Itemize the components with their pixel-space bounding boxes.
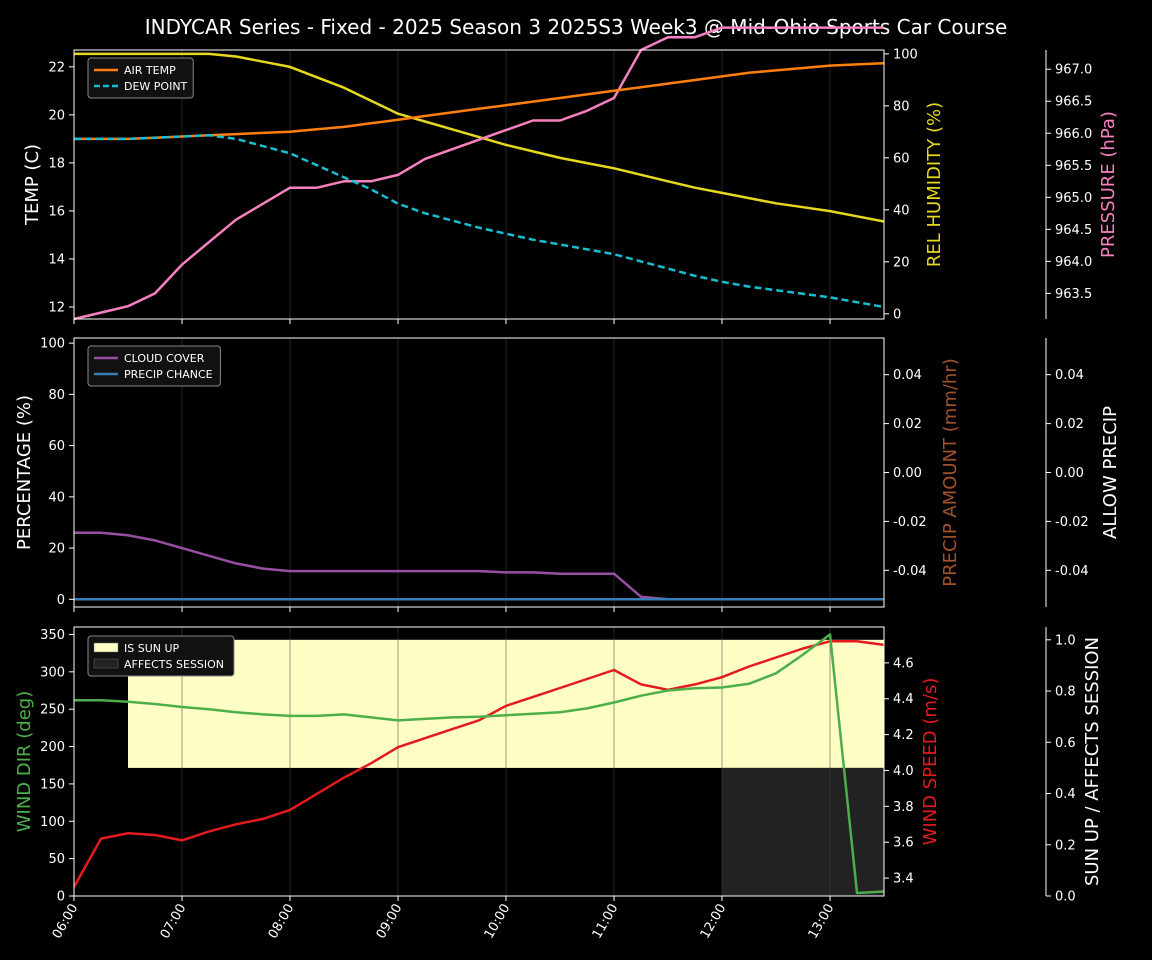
wind-panel-right-tick-label: 4.0: [893, 764, 914, 779]
temp-panel-far-tick-label: 964.0: [1055, 255, 1092, 270]
temp-panel-legend-label: DEW POINT: [124, 80, 188, 93]
precip-panel-left-tick-label: 0: [57, 593, 65, 608]
temp-panel-right-tick-label: 80: [893, 99, 910, 114]
wind-panel-frame: [73, 626, 885, 897]
temp-panel-right-tick-label: 0: [893, 307, 901, 322]
temp-panel-far-tick-label: 967.0: [1055, 63, 1092, 78]
temp-panel-far-tick-label: 965.0: [1055, 191, 1092, 206]
wind-panel-right-tick-label: 3.6: [893, 836, 914, 851]
temp-panel-left-tick-label: 22: [48, 60, 65, 75]
series-rel-humidity: [74, 52, 885, 223]
temp-panel-left-tick-label: 14: [48, 252, 65, 267]
temp-panel-far-tick-label: 963.5: [1055, 287, 1092, 302]
precip-panel-right-tick-label: -0.02: [893, 515, 927, 530]
wind-panel-left-tick-label: 250: [40, 703, 65, 718]
wind-panel-left-tick-label: 50: [48, 852, 65, 867]
temp-panel-left-tick-label: 18: [48, 156, 65, 171]
precip-panel-legend-label: PRECIP CHANCE: [124, 368, 213, 381]
precip-panel-far-tick-label: -0.02: [1055, 515, 1089, 530]
wind-panel-left-tick-label: 0: [57, 890, 65, 905]
temp-axis-label: TEMP (C): [22, 144, 43, 226]
wind-panel-left-tick-label: 100: [40, 815, 65, 830]
wind-panel-right-tick-label: 4.6: [893, 656, 914, 671]
series-pressure: [73, 26, 884, 321]
temp-panel-legend-box: [87, 57, 194, 99]
series-wind-speed: [72, 640, 885, 888]
temp-panel-right-tick-label: 40: [893, 203, 910, 218]
wind-panel-legend-swatch: [93, 658, 119, 669]
wind-panel-right-tick-label: 3.4: [893, 872, 914, 887]
series-dew-point: [74, 134, 885, 309]
temp-panel-far-tick-label: 966.0: [1055, 127, 1092, 142]
temp-panel-far-tick-label: 965.5: [1055, 159, 1092, 174]
precip-panel-right-tick-label: 0.04: [893, 368, 922, 383]
precip-panel-far-tick-label: 0.02: [1055, 417, 1084, 432]
wind-panel-far-tick-label: 0.8: [1055, 685, 1076, 700]
precip-panel-left-tick-label: 100: [40, 337, 65, 352]
temp-panel-left-tick-label: 12: [48, 300, 65, 315]
precip-panel-right-tick-label: 0.00: [893, 466, 922, 481]
wind-panel-legend-box: [87, 635, 235, 677]
wind-speed-axis-label: WIND SPEED (m/s): [920, 678, 941, 846]
precip-panel-legend-label: CLOUD COVER: [124, 352, 205, 365]
pressure-axis-label: PRESSURE (hPa): [1098, 111, 1119, 258]
temp-panel-left-tick-label: 16: [48, 204, 65, 219]
sun-affects-axis-label: SUN UP / AFFECTS SESSION: [1082, 637, 1103, 886]
wind-panel-far-tick-label: 0.0: [1055, 890, 1076, 905]
precip-panel-far-tick-label: 0.00: [1055, 466, 1084, 481]
temp-panel-right-tick-label: 20: [893, 255, 910, 270]
temp-panel-far-tick-label: 966.5: [1055, 95, 1092, 110]
wind-panel-far-tick-label: 1.0: [1055, 633, 1076, 648]
temp-panel-frame: [73, 49, 885, 320]
temp-panel-far-tick-label: 964.5: [1055, 223, 1092, 238]
precip-panel-right-tick-label: 0.02: [893, 417, 922, 432]
precip-panel-far-tick-label: 0.04: [1055, 368, 1084, 383]
precip-panel-left-tick-label: 20: [48, 542, 65, 557]
temp-panel-left-tick-label: 20: [48, 108, 65, 123]
precip-panel-left-tick-label: 40: [48, 490, 65, 505]
precip-amount-axis-label: PRECIP AMOUNT (mm/hr): [940, 358, 961, 587]
precip-panel-left-tick-label: 60: [48, 439, 65, 454]
affects-session-area: [722, 767, 884, 896]
wind-panel-right-tick-label: 4.2: [893, 728, 914, 743]
wind-panel-legend-label: AFFECTS SESSION: [124, 658, 224, 671]
humidity-axis-label: REL HUMIDITY (%): [924, 102, 945, 267]
wind-panel-far-tick-label: 0.4: [1055, 787, 1076, 802]
precip-panel-far-tick-label: -0.04: [1055, 564, 1089, 579]
precip-panel-legend-box: [87, 345, 221, 387]
wind-panel-legend-swatch: [93, 642, 119, 653]
temp-panel-right-tick-label: 60: [893, 151, 910, 166]
series-wind-dir: [74, 633, 885, 895]
wind-panel-left-tick-label: 350: [40, 628, 65, 643]
wind-panel-far-tick-label: 0.6: [1055, 736, 1076, 751]
wind-dir-axis-label: WIND DIR (deg): [14, 691, 35, 833]
wind-panel-left-tick-label: 150: [40, 777, 65, 792]
temp-panel-right-tick-label: 100: [893, 47, 918, 62]
precip-panel-left-tick-label: 80: [48, 388, 65, 403]
wind-panel-left-tick-label: 200: [40, 740, 65, 755]
percentage-axis-label: PERCENTAGE (%): [14, 395, 35, 550]
wind-panel-far-tick-label: 0.2: [1055, 838, 1076, 853]
wind-panel-right-tick-label: 3.8: [893, 800, 914, 815]
precip-panel-right-tick-label: -0.04: [893, 564, 927, 579]
temp-panel-legend-label: AIR TEMP: [124, 64, 176, 77]
wind-panel-left-tick-label: 300: [40, 665, 65, 680]
wind-panel-legend-label: IS SUN UP: [124, 642, 180, 655]
allow-precip-axis-label: ALLOW PRECIP: [1100, 406, 1121, 539]
wind-panel-right-tick-label: 4.4: [893, 692, 914, 707]
